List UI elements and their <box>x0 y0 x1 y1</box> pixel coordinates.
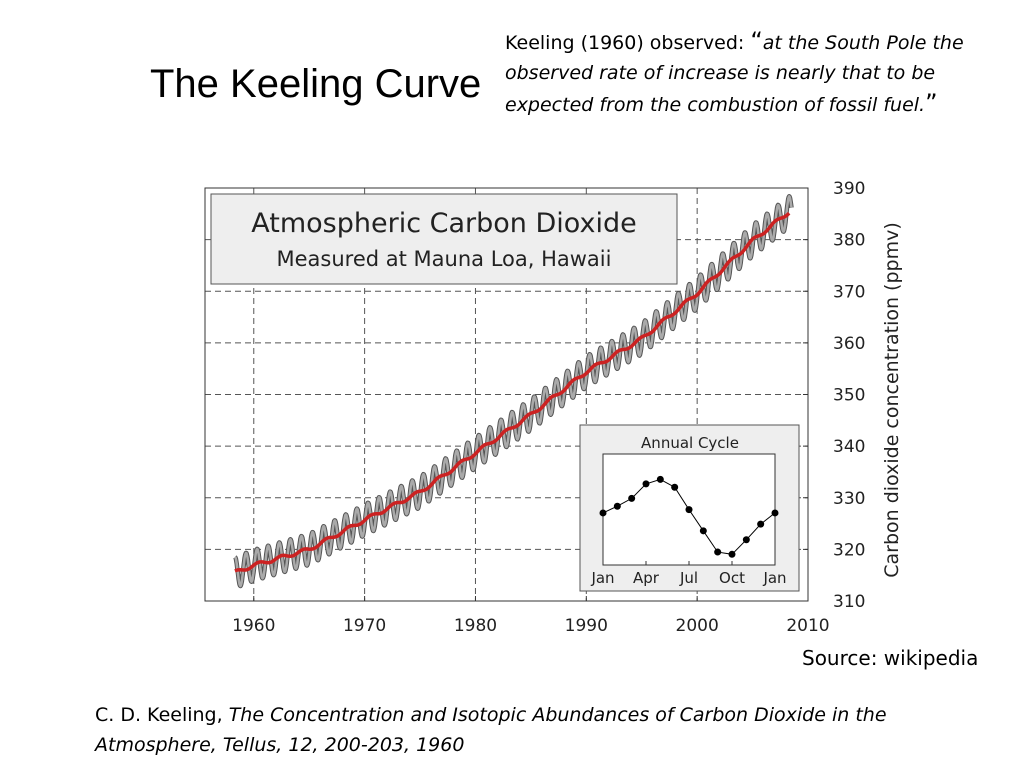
inset-point-may <box>656 475 664 483</box>
chart-title: Atmospheric Carbon Dioxide <box>251 208 636 239</box>
inset-tick-label: Oct <box>719 569 745 587</box>
quote-open-mark: “ <box>750 27 763 55</box>
inset-point-jan <box>771 509 779 517</box>
quote-close-mark: ” <box>925 89 938 117</box>
inset-tick-label: Jan <box>762 569 786 587</box>
y-tick-label: 320 <box>833 540 865 560</box>
monthly-line <box>234 195 793 588</box>
x-tick-label: 1990 <box>565 616 608 636</box>
inset-point-jun <box>671 483 679 491</box>
chart-subtitle: Measured at Mauna Loa, Hawaii <box>277 247 612 271</box>
x-tick-label: 2010 <box>786 616 829 636</box>
inset-point-apr <box>642 480 650 488</box>
inset-tick-label: Apr <box>633 569 660 587</box>
chart-title-box: Atmospheric Carbon Dioxide Measured at M… <box>210 193 678 285</box>
inset-point-dec <box>757 520 765 528</box>
y-tick-label: 340 <box>833 437 865 457</box>
inset-point-sep <box>714 548 722 556</box>
annual-mean-series <box>234 211 791 573</box>
inset-point-jul <box>685 506 693 514</box>
quote-prefix: Keeling (1960) observed: <box>505 32 751 54</box>
y-tick-label: 370 <box>833 282 865 302</box>
inset-point-nov <box>742 536 750 544</box>
citation-title: The Concentration and Isotopic Abundance… <box>95 704 887 756</box>
y-tick-label: 350 <box>833 386 865 406</box>
keeling-quote: Keeling (1960) observed: “at the South P… <box>505 26 1015 120</box>
y-tick-label: 390 <box>833 179 865 199</box>
inset-series: Jan Apr Jul Oct Jan <box>590 475 787 587</box>
plot-frame <box>204 187 809 602</box>
citation-author: C. D. Keeling, <box>95 704 229 726</box>
slide-title: The Keeling Curve <box>150 62 482 106</box>
quote-text: at the South Pole the observed rate of i… <box>505 32 964 116</box>
inset-point-feb <box>613 502 621 510</box>
x-tick-label: 1980 <box>454 616 497 636</box>
y-tick-label: 360 <box>833 334 865 354</box>
annual-cycle-inset: Annual Cycle Jan Apr Jul Oct Jan <box>579 424 800 592</box>
source-credit: Source: wikipedia <box>802 646 979 670</box>
y-tick-label: 380 <box>833 231 865 251</box>
x-tick-label: 1970 <box>343 616 386 636</box>
citation: C. D. Keeling, The Concentration and Iso… <box>95 700 995 760</box>
annual-mean-line <box>234 211 791 573</box>
inset-point-mar <box>628 494 636 502</box>
x-tick-label: 1960 <box>232 616 275 636</box>
inset-title: Annual Cycle <box>641 434 739 452</box>
inset-point-aug <box>699 527 707 535</box>
y-axis-label: Carbon dioxide concentration (ppmv) <box>881 222 903 578</box>
inset-point-jan <box>599 509 607 517</box>
y-tick-label: 310 <box>833 592 865 612</box>
inset-tick-label: Jul <box>679 569 698 587</box>
y-tick-label: 330 <box>833 489 865 509</box>
x-tick-label: 2000 <box>676 616 719 636</box>
inset-point-oct <box>728 550 736 558</box>
monthly-series <box>233 194 794 589</box>
inset-tick-label: Jan <box>590 569 614 587</box>
